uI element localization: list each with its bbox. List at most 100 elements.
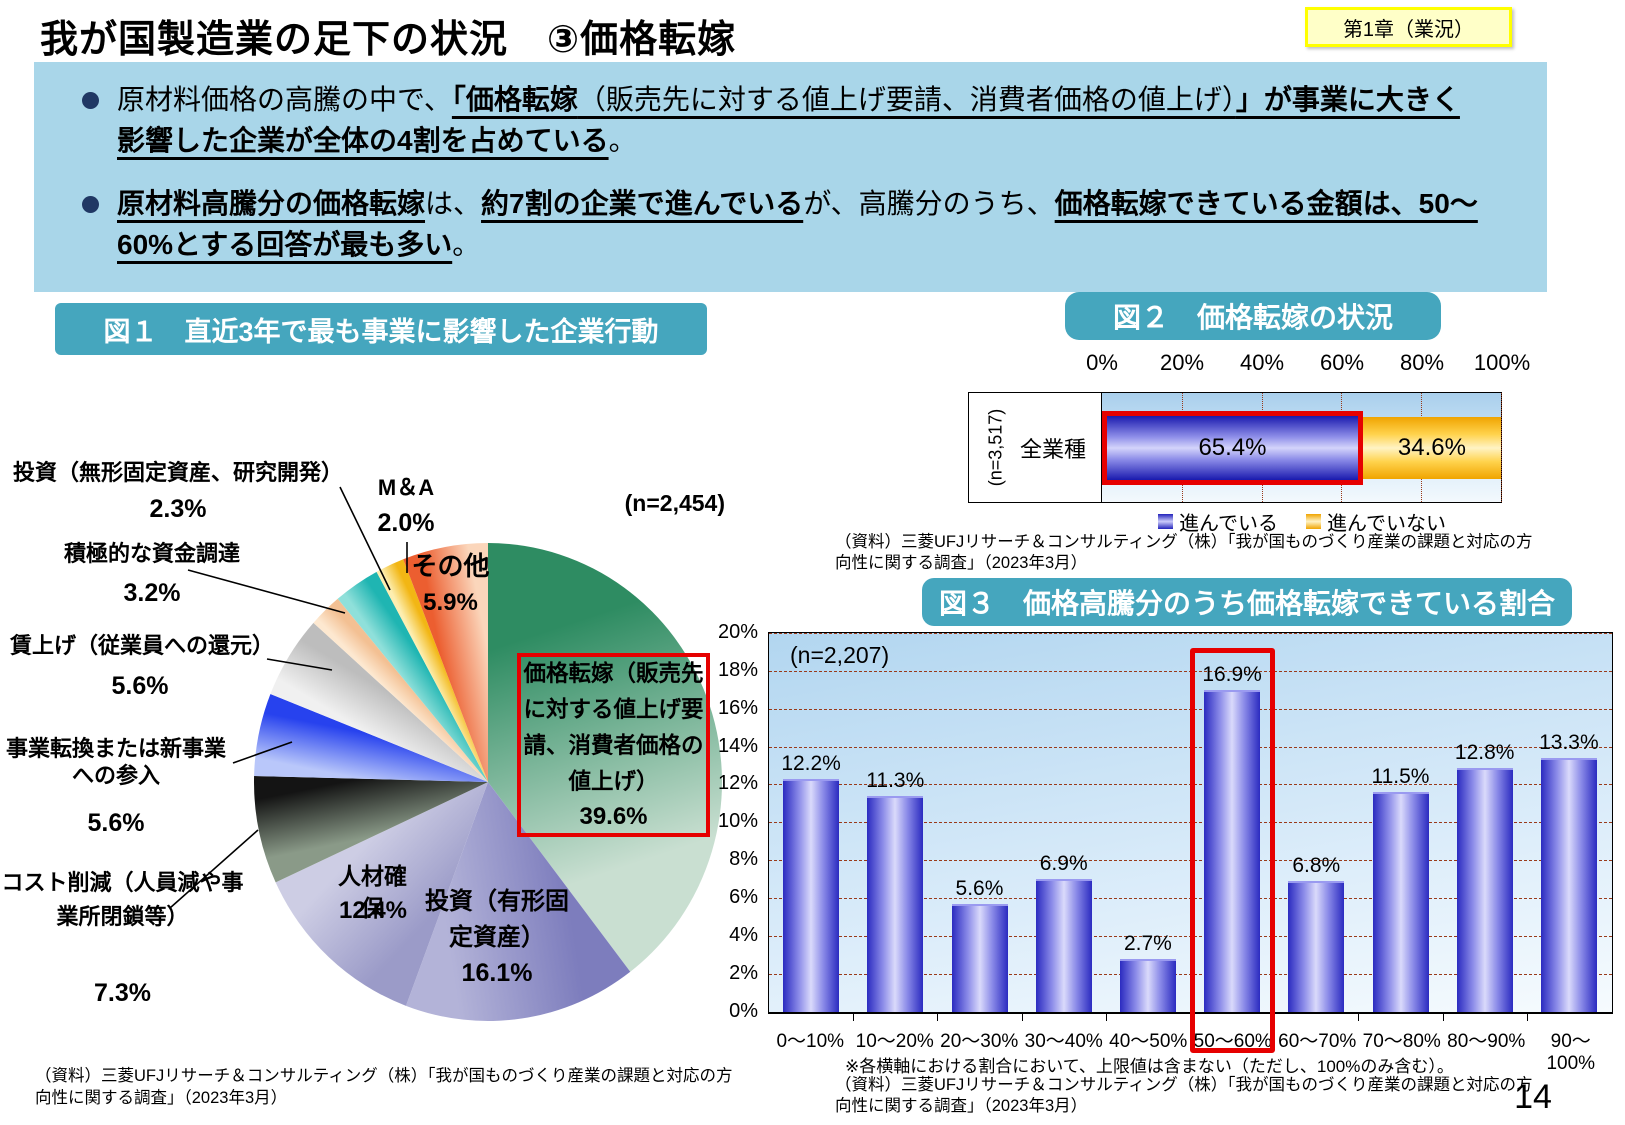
fig1-source: （資料）三菱UFJリサーチ＆コンサルティング（株）「我が国ものづくり産業の課題と… bbox=[35, 1067, 733, 1107]
pie-leader-line bbox=[187, 569, 346, 614]
fig2-category-label: 全業種 bbox=[1019, 436, 1086, 462]
sample-size-label: (n=2,454) bbox=[624, 490, 725, 516]
pie-slice bbox=[488, 543, 722, 972]
gridline bbox=[769, 708, 1612, 710]
bar-value-label: 5.6% bbox=[955, 877, 1004, 901]
fig2-x-tick-label: 20% bbox=[1159, 350, 1205, 375]
axis-tick bbox=[1358, 1013, 1360, 1021]
sample-size-label: (n=3,517) bbox=[985, 408, 1006, 487]
fig3-y-tick-label: 12% bbox=[717, 772, 758, 795]
pie-slice bbox=[403, 543, 488, 782]
fig2-category-box: (n=3,517) 全業種 bbox=[968, 392, 1102, 503]
fig2-x-tick-label: 100% bbox=[1473, 350, 1531, 375]
fig3-x-tick-label: 30～40% bbox=[1024, 1031, 1103, 1052]
pie-label: 投資（有形固定資産） bbox=[425, 888, 569, 951]
fig1-title: 図１ 直近3年で最も事業に影響した企業行動 bbox=[55, 303, 707, 355]
pie-leader-line bbox=[266, 658, 333, 671]
fig3-x-tick-label: 70～80% bbox=[1362, 1031, 1441, 1052]
bar bbox=[951, 904, 1008, 1012]
bullet-text-segment: 」が事業に大きく影響した企業が全体の4割を占めている bbox=[117, 84, 1460, 156]
fig3-y-tick-label: 16% bbox=[717, 696, 758, 719]
pie-label: 積極的な資金調達 bbox=[63, 541, 240, 566]
pie-pct: 2.0% bbox=[377, 509, 435, 537]
axis-tick bbox=[1442, 1013, 1444, 1021]
fig2-legend: 進んでいる 進んでいない bbox=[1082, 507, 1522, 536]
bullet-text-segment: 。 bbox=[608, 124, 637, 156]
fig2-title: 図２ 価格転嫁の状況 bbox=[1065, 292, 1441, 340]
bullet-text: 原材料価格の高騰の中で、「価格転嫁（販売先に対する値上げ要請、消費者価格の値上げ… bbox=[117, 80, 1487, 161]
pie-label: 投資（無形固定資産、研究開発） bbox=[12, 460, 343, 485]
bar bbox=[783, 779, 840, 1012]
legend-chip-icon bbox=[1158, 514, 1173, 529]
fig2-stacked-bar: 65.4% 34.6% bbox=[1102, 411, 1501, 485]
fig2-x-tick-label: 40% bbox=[1239, 350, 1285, 375]
bullet-text-segment: 「価格転嫁 bbox=[451, 84, 578, 115]
bullet-text-segment: は、 bbox=[425, 188, 482, 219]
pie-label: コスト削減（人員減や事業所閉鎖等） bbox=[1, 870, 244, 930]
bullet-text-segment: 約7割の企業で進んでいる bbox=[481, 188, 804, 219]
fig3-x-tick-label: 0～10% bbox=[776, 1031, 845, 1052]
bullet-text-segment: 価格転嫁できている金額は、50～60%とする回答が最も多い bbox=[117, 188, 1478, 260]
fig2-plot-area: 65.4% 34.6% bbox=[1102, 392, 1502, 503]
bullet-text: 原材料高騰分の価格転嫁は、約7割の企業で進んでいるが、高騰分のうち、価格転嫁でき… bbox=[117, 184, 1487, 265]
bar-value-label: 65.4% bbox=[1198, 434, 1267, 461]
gridline bbox=[769, 633, 1612, 634]
pie-leader-line bbox=[169, 829, 259, 909]
fig1-pie-chart: 投資（無形固定資産、研究開発） 2.3% M＆A 2.0% 積極的な資金調達 3… bbox=[0, 430, 745, 1030]
pie-pct: 2.3% bbox=[149, 495, 207, 523]
bullet-item: 原材料高騰分の価格転嫁は、約7割の企業で進んでいるが、高騰分のうち、価格転嫁でき… bbox=[82, 184, 1487, 265]
bullet-text-segment: が、高騰分のうち、 bbox=[803, 188, 1055, 219]
pie-slice bbox=[313, 598, 488, 782]
fig3-x-tick-label: 40～50% bbox=[1109, 1031, 1188, 1052]
bullet-text-segment: 原材料価格の高騰の中で、 bbox=[117, 84, 452, 115]
axis-tick bbox=[1021, 1013, 1023, 1021]
pie-pct: 5.6% bbox=[111, 672, 169, 700]
pie-leader-line bbox=[339, 486, 391, 591]
fig3-y-tick-label: 0% bbox=[729, 999, 758, 1022]
pie-pct: 5.6% bbox=[87, 809, 145, 837]
pie-label: その他 bbox=[411, 551, 490, 581]
summary-box: 原材料価格の高騰の中で、「価格転嫁（販売先に対する値上げ要請、消費者価格の値上げ… bbox=[34, 62, 1547, 292]
fig3-x-tick-label: 80～90% bbox=[1447, 1031, 1526, 1052]
bullet-item: 原材料価格の高騰の中で、「価格転嫁（販売先に対する値上げ要請、消費者価格の値上げ… bbox=[82, 80, 1487, 161]
fig3-y-tick-label: 18% bbox=[717, 658, 758, 681]
pie-slice bbox=[405, 782, 631, 1021]
pie-slice bbox=[376, 559, 488, 782]
pie-label: 事業転換または新事業への参入 bbox=[5, 736, 226, 788]
bar-value-label: 6.8% bbox=[1292, 854, 1341, 878]
bar bbox=[1456, 767, 1513, 1012]
legend-item: 進んでいない bbox=[1306, 507, 1446, 536]
bar-value-label: 11.3% bbox=[866, 769, 925, 793]
pie-svg bbox=[169, 486, 722, 1021]
bar-value-label: 16.9% bbox=[1202, 663, 1262, 687]
pie-slice bbox=[337, 571, 488, 782]
axis-tick bbox=[1105, 1013, 1107, 1021]
legend-chip-icon bbox=[1306, 514, 1321, 529]
bar-segment-susundeinai: 34.6% bbox=[1362, 417, 1501, 479]
fig3-y-tick-label: 2% bbox=[729, 961, 758, 984]
pie-pct: 12.4% bbox=[338, 897, 408, 924]
pie-label: 賃上げ（従業員への還元） bbox=[10, 633, 275, 658]
bullet-icon bbox=[82, 92, 99, 109]
pie-highlight-box: 価格転嫁（販売先に対する値上げ要請、消費者価格の値上げ） 39.6% bbox=[517, 653, 710, 837]
bar-value-label: 11.5% bbox=[1371, 765, 1430, 789]
bar-value-label: 13.3% bbox=[1539, 731, 1599, 755]
fig2-x-tick-label: 0% bbox=[1086, 350, 1118, 375]
fig3-x-tick-label: 90～100% bbox=[1546, 1031, 1596, 1074]
pie-pct: 39.6% bbox=[579, 803, 648, 830]
fig3-y-tick-label: 14% bbox=[717, 734, 758, 757]
bar bbox=[1288, 881, 1345, 1012]
pie-slice bbox=[254, 694, 488, 782]
bar-segment-susundeiru: 65.4% bbox=[1102, 411, 1363, 485]
pie-pct: 5.9% bbox=[423, 589, 478, 616]
bullet-icon bbox=[82, 196, 99, 213]
fig3-y-tick-label: 6% bbox=[729, 885, 758, 908]
page-title: 我が国製造業の足下の状況 ③価格転嫁 bbox=[40, 19, 737, 61]
bar-value-label: 2.7% bbox=[1123, 931, 1172, 955]
fig3-x-tick-label: 50～60% bbox=[1193, 1031, 1272, 1052]
legend-label: 進んでいる bbox=[1179, 513, 1278, 535]
fig3-x-tick-label: 20～30% bbox=[940, 1031, 1019, 1052]
pie-slice bbox=[275, 782, 488, 1006]
fig3-x-axis: 0～10% 10～20% 20～30% 30～40% 40～50% 50～60% 60～70… bbox=[768, 1026, 1613, 1075]
